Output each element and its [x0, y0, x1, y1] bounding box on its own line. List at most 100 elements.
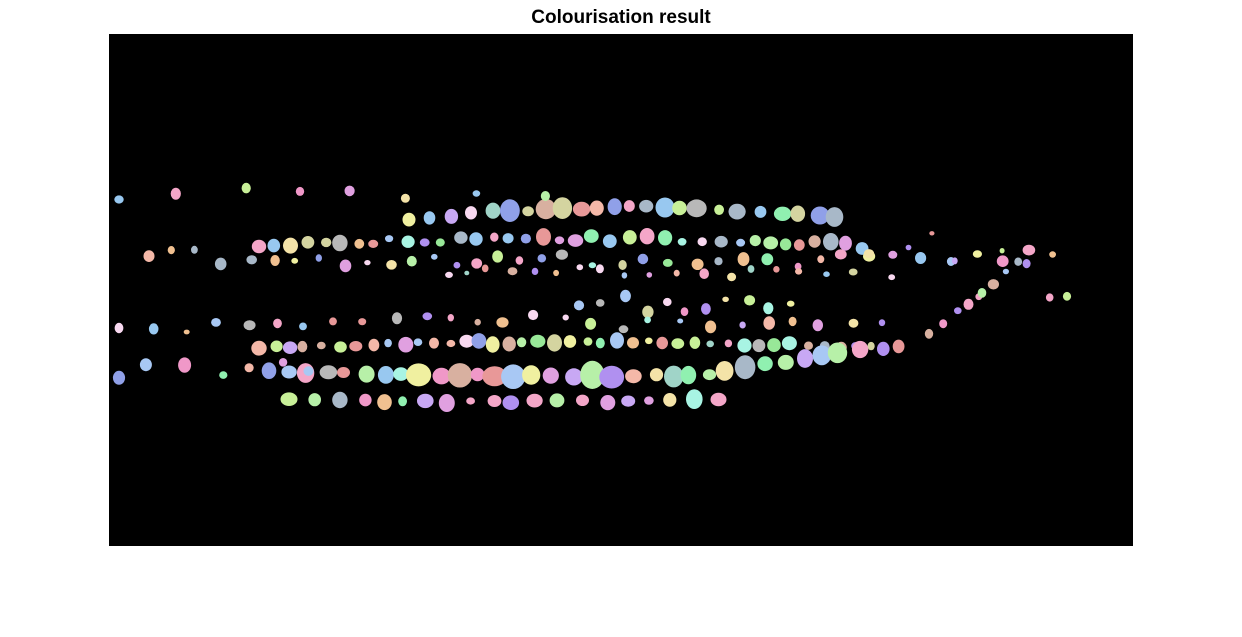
segment-blob	[607, 198, 622, 216]
segment-blob	[295, 186, 305, 196]
segment-blob	[580, 360, 605, 389]
segment-blob	[788, 316, 797, 327]
segment-blob	[148, 323, 159, 335]
segment-blob	[600, 395, 616, 411]
segment-blob	[251, 239, 267, 254]
segment-blob	[554, 236, 565, 245]
segment-blob	[170, 187, 181, 200]
segment-blob	[644, 396, 654, 405]
segment-blob	[736, 238, 746, 247]
segment-blob	[645, 337, 653, 345]
segment-blob	[839, 235, 852, 251]
segment-blob	[747, 265, 755, 273]
segment-blob	[963, 298, 974, 310]
segment-blob	[825, 207, 844, 227]
segment-blob	[553, 269, 559, 277]
segment-blob	[485, 202, 501, 219]
segment-blob	[537, 254, 547, 263]
segment-blob	[1022, 244, 1036, 256]
segment-blob	[386, 260, 397, 270]
segment-blob	[714, 204, 724, 215]
segment-blob	[686, 389, 703, 409]
segment-blob	[585, 317, 597, 330]
image-axes	[109, 34, 1133, 546]
segment-blob	[308, 393, 321, 407]
segment-blob	[848, 268, 858, 276]
segment-blob	[368, 239, 379, 248]
segment-blob	[501, 364, 526, 390]
segment-blob	[332, 391, 348, 409]
segment-blob	[522, 206, 534, 217]
segment-blob	[114, 322, 124, 334]
segment-blob	[516, 337, 527, 348]
segment-blob	[639, 228, 655, 245]
segment-blob	[794, 262, 802, 270]
segment-blob	[722, 296, 729, 302]
segment-blob	[1049, 251, 1056, 258]
segment-blob	[270, 340, 283, 353]
segment-blob	[555, 249, 568, 260]
segment-blob	[715, 361, 734, 381]
segment-blob	[278, 358, 288, 367]
segment-blob	[563, 335, 577, 348]
segment-blob	[270, 255, 280, 266]
segment-blob	[344, 185, 355, 197]
segment-blob	[469, 232, 483, 246]
segment-blob	[438, 394, 455, 412]
segment-blob	[656, 336, 668, 350]
segment-blob	[423, 211, 436, 225]
segment-blob	[447, 363, 473, 388]
segment-blob	[283, 237, 298, 254]
segment-blob	[183, 329, 190, 335]
segment-blob	[454, 231, 468, 244]
segment-blob	[419, 238, 430, 247]
segment-blob	[734, 355, 756, 380]
segment-blob	[663, 393, 677, 407]
segment-blob	[827, 342, 848, 364]
segment-blob	[744, 295, 756, 306]
segment-blob	[924, 328, 934, 339]
segment-blob	[671, 338, 685, 349]
segment-blob	[728, 203, 746, 220]
segment-blob	[761, 253, 774, 266]
segment-blob	[502, 233, 514, 244]
segment-blob	[752, 339, 766, 353]
segment-blob	[319, 365, 338, 380]
segment-blob	[393, 367, 409, 381]
segment-blob	[114, 195, 124, 204]
segment-blob	[727, 272, 737, 282]
segment-blob	[435, 238, 445, 247]
segment-blob	[398, 336, 414, 353]
segment-blob	[823, 271, 830, 277]
segment-blob	[398, 396, 407, 407]
segment-blob	[459, 334, 475, 348]
segment-blob	[627, 337, 639, 349]
segment-blob	[143, 250, 155, 262]
segment-blob	[642, 305, 654, 319]
segment-blob	[797, 349, 813, 368]
segment-blob	[663, 297, 672, 307]
segment-blob	[863, 249, 875, 259]
segment-blob	[368, 338, 380, 352]
segment-blob	[739, 321, 746, 329]
segment-blob	[565, 368, 583, 386]
segment-blob	[1062, 291, 1072, 301]
segment-blob	[502, 395, 520, 411]
segment-blob	[354, 238, 365, 249]
segment-blob	[763, 316, 775, 330]
segment-blob	[773, 266, 780, 273]
segment-blob	[422, 312, 433, 321]
segment-blob	[662, 258, 673, 267]
segment-blob	[531, 267, 539, 275]
segment-blob	[599, 365, 625, 389]
segment-blob	[763, 302, 774, 315]
segment-blob	[1014, 257, 1023, 266]
segment-blob	[139, 358, 152, 372]
segment-blob	[471, 333, 487, 349]
segment-blob	[482, 366, 507, 387]
segment-blob	[701, 303, 711, 315]
segment-blob	[572, 201, 591, 217]
segment-blob	[673, 269, 680, 277]
segment-blob	[672, 200, 687, 216]
